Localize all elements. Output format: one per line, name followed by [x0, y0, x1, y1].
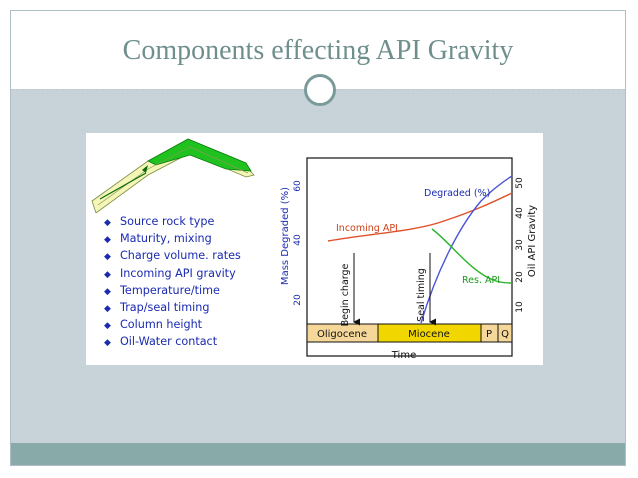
- bullet-icon: ◆: [104, 252, 111, 263]
- list-item: ◆ Oil-Water contact: [104, 333, 241, 350]
- degradation-chart: Oligocene Miocene P Q Time Mass Degraded…: [280, 157, 538, 361]
- incoming-api-curve: [327, 192, 513, 242]
- left-tick: 20: [293, 294, 303, 306]
- footer-band: [11, 443, 625, 465]
- bullet-icon: ◆: [104, 269, 111, 280]
- factor-list: ◆ Source rock type ◆ Maturity, mixing ◆ Cha…: [104, 213, 241, 351]
- anticline-diagram: [91, 138, 255, 213]
- right-tick: 40: [515, 207, 525, 219]
- right-axis-label: Oil API Gravity: [527, 205, 538, 277]
- right-tick: 10: [515, 301, 525, 313]
- figure-panel: ◆ Source rock type ◆ Maturity, mixing ◆ Cha…: [86, 133, 543, 365]
- left-tick: 40: [293, 234, 303, 246]
- bullet-icon: ◆: [104, 338, 111, 349]
- list-item: ◆ Charge volume. rates: [104, 247, 241, 264]
- list-item: ◆ Maturity, mixing: [104, 230, 241, 247]
- bullet-icon: ◆: [104, 286, 111, 297]
- reservoir-api-label: Res. API: [462, 275, 500, 286]
- reservoir-api-curve: [431, 228, 513, 284]
- period-label-q: Q: [501, 329, 509, 340]
- degraded-label: Degraded (%): [424, 188, 490, 199]
- list-item: ◆ Source rock type: [104, 213, 241, 230]
- right-tick: 30: [515, 239, 525, 251]
- slide-title: Components effecting API Gravity: [122, 35, 514, 66]
- right-tick: 50: [515, 177, 525, 189]
- bullet-icon: ◆: [104, 321, 111, 332]
- list-item: ◆ Column height: [104, 316, 241, 333]
- incoming-api-label: Incoming API: [336, 223, 398, 234]
- plot-frame: [306, 157, 513, 357]
- seal-timing-label: Seal timing: [416, 268, 427, 322]
- period-q: [497, 323, 513, 343]
- period-label-miocene: Miocene: [408, 329, 450, 340]
- period-label-oligocene: Oligocene: [317, 329, 367, 340]
- begin-charge-label: Begin charge: [340, 263, 351, 326]
- list-item: ◆ Trap/seal timing: [104, 299, 241, 316]
- period-label-p: P: [486, 329, 492, 340]
- divider-circle-ornament: [304, 74, 336, 106]
- bullet-icon: ◆: [104, 303, 111, 314]
- right-tick: 20: [515, 271, 525, 283]
- left-axis-label: Mass Degraded (%): [280, 187, 291, 285]
- list-item: ◆ Temperature/time: [104, 282, 241, 299]
- slide: Components effecting API Gravity ◆ Source…: [10, 10, 626, 466]
- degraded-curve: [420, 175, 513, 324]
- bullet-icon: ◆: [104, 235, 111, 246]
- bullet-icon: ◆: [104, 218, 111, 228]
- list-item: ◆ Incoming API gravity: [104, 265, 241, 282]
- left-tick: 60: [293, 180, 303, 192]
- x-axis-label: Time: [391, 350, 416, 361]
